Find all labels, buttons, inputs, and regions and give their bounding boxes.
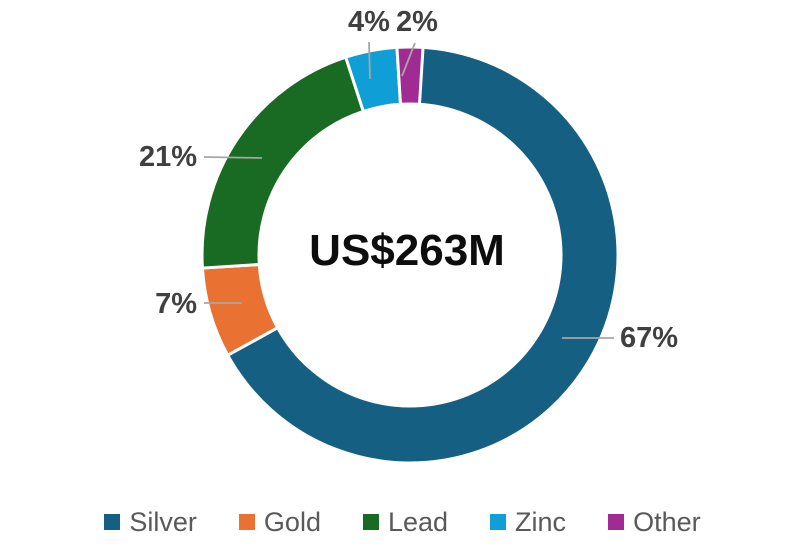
percent-label-silver: 67% bbox=[620, 322, 678, 354]
legend-swatch-other bbox=[608, 514, 625, 530]
percent-label-other: 2% bbox=[396, 6, 438, 38]
legend-swatch-gold bbox=[238, 514, 255, 530]
legend-swatch-zinc bbox=[490, 514, 507, 530]
donut-segment-silver bbox=[226, 45, 620, 465]
donut-center-label: US$263M bbox=[309, 226, 505, 275]
leader-line-zinc bbox=[368, 41, 371, 80]
percent-label-gold: 7% bbox=[155, 288, 197, 320]
donut-chart: 67% 7% 21% 4% 2% bbox=[139, 6, 678, 465]
percent-label-lead: 21% bbox=[139, 141, 197, 173]
legend-item-silver: Silver bbox=[104, 507, 197, 538]
leader-line-other bbox=[401, 42, 416, 77]
legend-label-zinc: Zinc bbox=[515, 506, 567, 537]
donut-segment-other bbox=[395, 45, 425, 106]
legend-label-silver: Silver bbox=[129, 506, 197, 537]
legend-item-zinc: Zinc bbox=[490, 507, 566, 538]
legend-item-gold: Gold bbox=[238, 506, 321, 538]
legend-swatch-lead bbox=[362, 514, 379, 530]
legend-label-gold: Gold bbox=[263, 506, 321, 537]
leader-line-lead bbox=[203, 156, 263, 159]
legend-label-other: Other bbox=[633, 506, 701, 537]
legend-label-lead: Lead bbox=[387, 506, 449, 537]
legend-item-lead: Lead bbox=[362, 506, 449, 538]
legend-item-other: Other bbox=[608, 507, 701, 538]
chart-legend: Silver Gold Lead Zinc Other bbox=[0, 503, 805, 541]
percent-label-zinc: 4% bbox=[348, 6, 390, 38]
legend-swatch-silver bbox=[104, 514, 121, 530]
